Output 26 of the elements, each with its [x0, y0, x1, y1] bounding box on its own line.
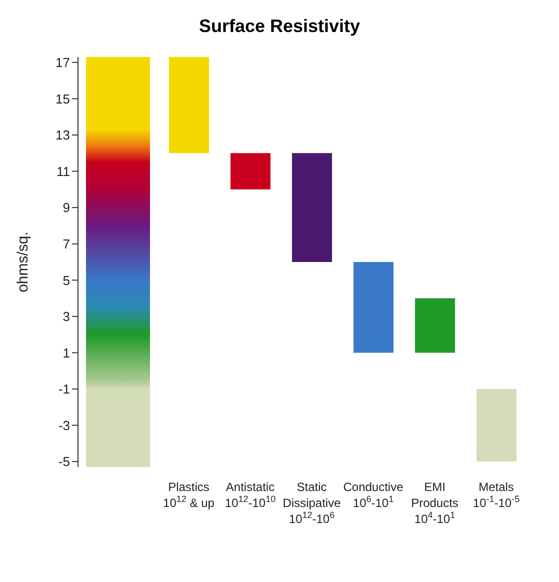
y-tick-label: -3	[58, 418, 70, 433]
chart-title: Surface Resistivity	[198, 15, 362, 38]
x-tick-label: Antistatic 10$^{12}$-10$^{10}$	[224, 480, 276, 510]
x-tick-label: Static Dissipative 10$^{12}$-10$^{6}$	[282, 480, 342, 526]
y-tick-label: -1	[58, 382, 70, 397]
y-tick-label: 7	[62, 236, 70, 252]
y-tick-label: -5	[58, 454, 70, 470]
y-axis-title: ohms/sq.	[14, 232, 32, 292]
y-tick-label: 9	[62, 200, 70, 216]
y-tick-label: 5	[62, 272, 70, 288]
bar	[415, 298, 455, 353]
y-tick-label: 3	[62, 309, 70, 324]
bar	[476, 388, 516, 462]
x-tick-label: Conductive 10$^{6}$-10$^{1}$	[343, 480, 404, 510]
bar	[354, 262, 394, 353]
y-tick-label: 13	[56, 128, 70, 143]
y-tick-label: 11	[56, 164, 70, 179]
x-tick-label: Metals 10$^{-1}$-10$^{-5}$	[472, 480, 520, 510]
bar	[230, 153, 270, 190]
y-tick-label: 15	[56, 91, 70, 106]
x-tick-label: EMI Products 10$^{4}$-10$^{1}$	[411, 480, 458, 526]
x-tick-label: Plastics 10$^{12}$ & up	[163, 480, 215, 510]
bar	[169, 57, 209, 154]
y-tick-label: 17	[56, 55, 70, 70]
y-tick-label: 1	[62, 345, 70, 360]
bar	[292, 153, 332, 262]
